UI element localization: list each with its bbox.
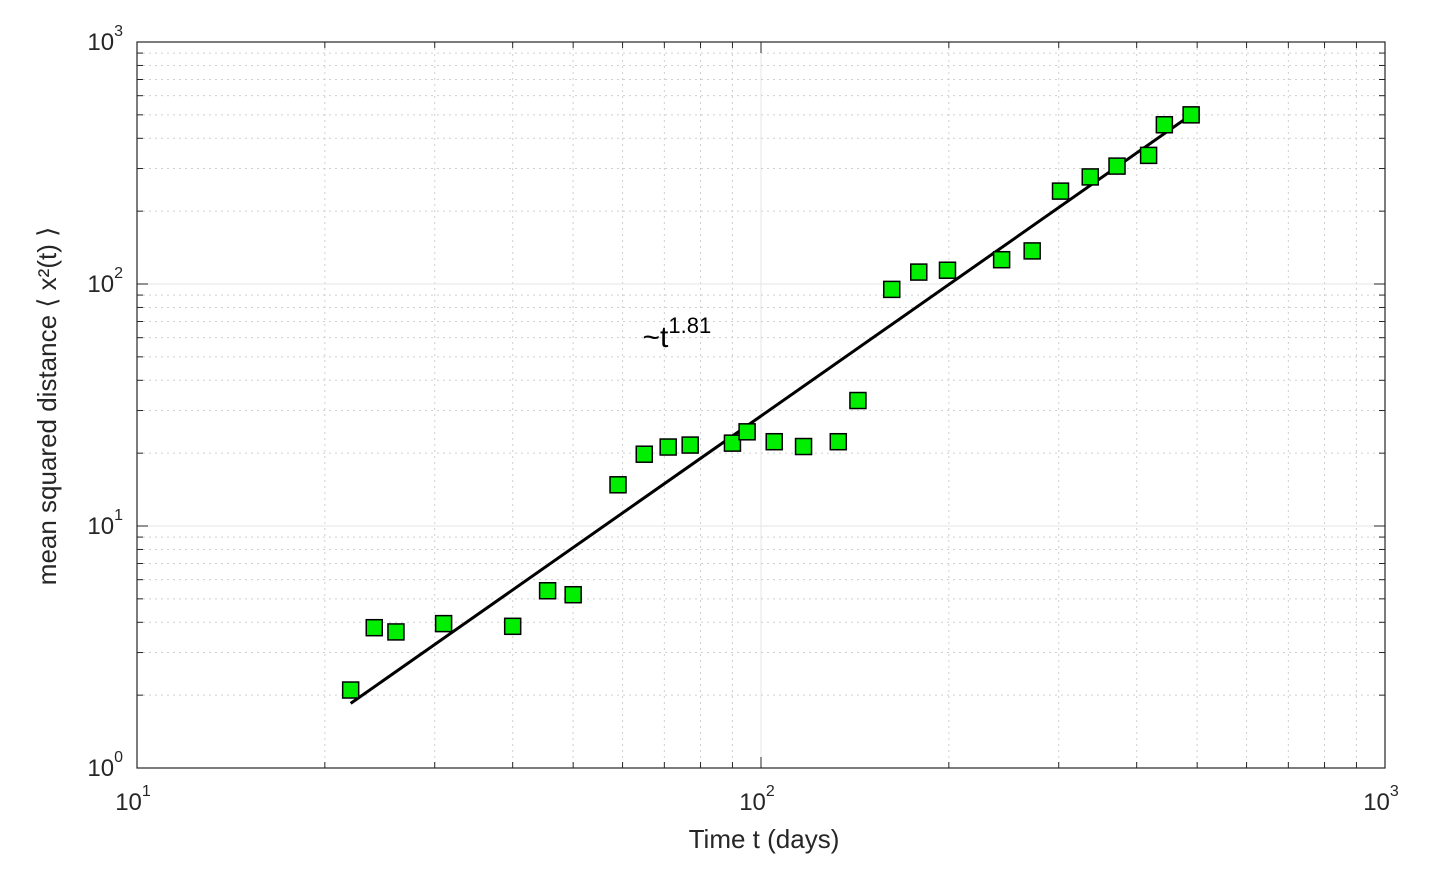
data-point xyxy=(829,432,848,451)
data-point xyxy=(1108,157,1126,175)
y-tick-label-exponent: 0 xyxy=(114,749,123,766)
y-tick-label-exponent: 2 xyxy=(114,265,123,282)
data-point xyxy=(992,250,1011,269)
data-point xyxy=(849,391,867,410)
data-point xyxy=(1139,146,1158,165)
data-point xyxy=(723,434,742,452)
x-tick-label-exponent: 3 xyxy=(1390,783,1399,800)
data-point xyxy=(681,436,699,454)
axes xyxy=(136,41,1386,769)
data-point xyxy=(659,438,677,456)
data-point xyxy=(365,618,384,637)
data-point xyxy=(341,681,360,699)
data-point xyxy=(1155,116,1174,134)
data-point xyxy=(1182,106,1200,124)
data-point xyxy=(609,476,627,494)
fit-line xyxy=(349,113,1192,705)
data-point xyxy=(538,582,557,600)
data-point xyxy=(434,614,453,633)
y-tick-label-exponent: 3 xyxy=(114,23,123,40)
data-point xyxy=(635,445,654,463)
data-point xyxy=(882,280,901,299)
x-axis-label: Time t (days) xyxy=(689,824,840,854)
data-point xyxy=(738,423,756,441)
data-point xyxy=(564,585,582,604)
fit-exponent-superscript: 1.81 xyxy=(668,313,711,338)
data-point xyxy=(387,623,405,641)
x-tick-label-exponent: 2 xyxy=(766,783,775,800)
data-point xyxy=(794,437,813,456)
data-point xyxy=(1081,168,1099,186)
x-tick-label-exponent: 1 xyxy=(142,783,151,800)
data-point xyxy=(938,261,957,279)
plot-area xyxy=(341,106,1200,705)
data-point xyxy=(503,617,522,636)
data-point xyxy=(1023,242,1041,260)
y-tick-label-exponent: 1 xyxy=(114,507,123,524)
grid xyxy=(137,42,1385,768)
y-axis-label: mean squared distance ⟨ x²(t) ⟩ xyxy=(32,227,62,585)
data-point xyxy=(1051,182,1070,200)
data-point xyxy=(910,263,928,281)
data-point xyxy=(765,432,783,451)
